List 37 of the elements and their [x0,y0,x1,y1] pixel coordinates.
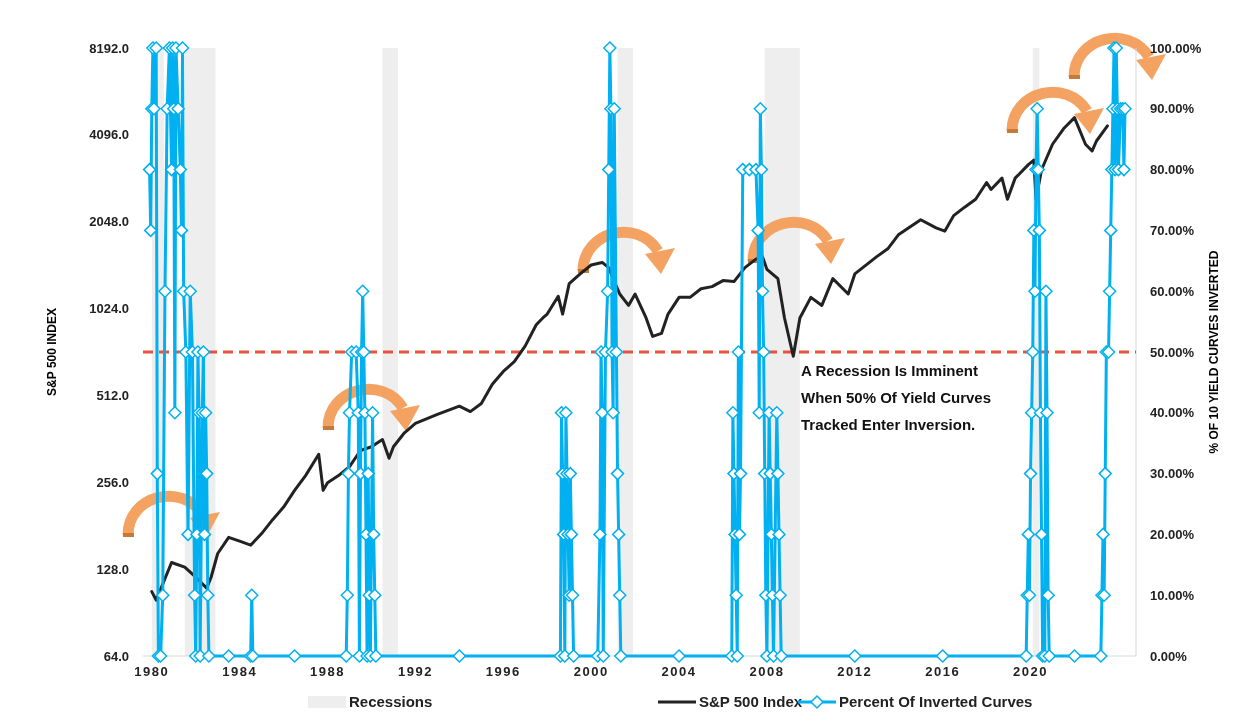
legend-label: Percent Of Inverted Curves [839,693,1033,711]
x-tick-label: 2008 [749,664,785,679]
x-tick-label: 2012 [837,664,873,679]
x-tick-label: 2000 [573,664,609,679]
y2-tick-label: 0.00% [1150,648,1188,664]
y2-tick-label: 10.00% [1150,587,1195,603]
legend-label: S&P 500 Index [699,693,803,711]
annotation: A Recession Is Imminent When 50% Of Yield Curves Tracked Enter Inversion. [801,362,992,433]
legend-label: Recessions [349,693,433,711]
y-tick-label: 4096.0 [89,127,129,143]
y-tick-label: 2048.0 [89,214,129,230]
x-tick-label: 2016 [925,664,961,679]
line-series [150,116,1109,602]
x-tick-label: 1980 [134,664,170,679]
y2-tick-label: 50.00% [1150,344,1195,360]
y2-tick-label: 80.00% [1150,162,1195,178]
y-tick-label: 64.0 [103,648,129,664]
x-tick-label: 1988 [310,664,345,679]
y2-axis-title: % OF 10 YIELD CURVES INVERTED [1207,250,1221,454]
y-tick-label: 128.0 [96,561,129,577]
y2-tick-label: 90.00% [1150,101,1195,117]
x-tick-label: 1984 [222,664,258,679]
x-tick-label: 1996 [485,664,521,679]
y2-tick-label: 100.00% [1150,40,1202,56]
y2-tick-label: 20.00% [1150,526,1195,542]
y-tick-label: 8192.0 [89,40,129,56]
y-tick-label: 256.0 [96,474,129,490]
y-tick-label: 1024.0 [89,301,129,317]
y-axis-title: S&P 500 INDEX [45,308,59,396]
x-tick-label: 2020 [1013,664,1049,679]
y2-tick-label: 70.00% [1150,222,1195,238]
y2-tick-label: 40.00% [1150,405,1195,421]
y2-tick-label: 60.00% [1150,283,1195,299]
x-tick-label: 1992 [397,664,433,679]
y-tick-label: 512.0 [96,387,129,403]
x-tick-label: 2004 [661,664,697,679]
y2-tick-label: 30.00% [1150,466,1195,482]
